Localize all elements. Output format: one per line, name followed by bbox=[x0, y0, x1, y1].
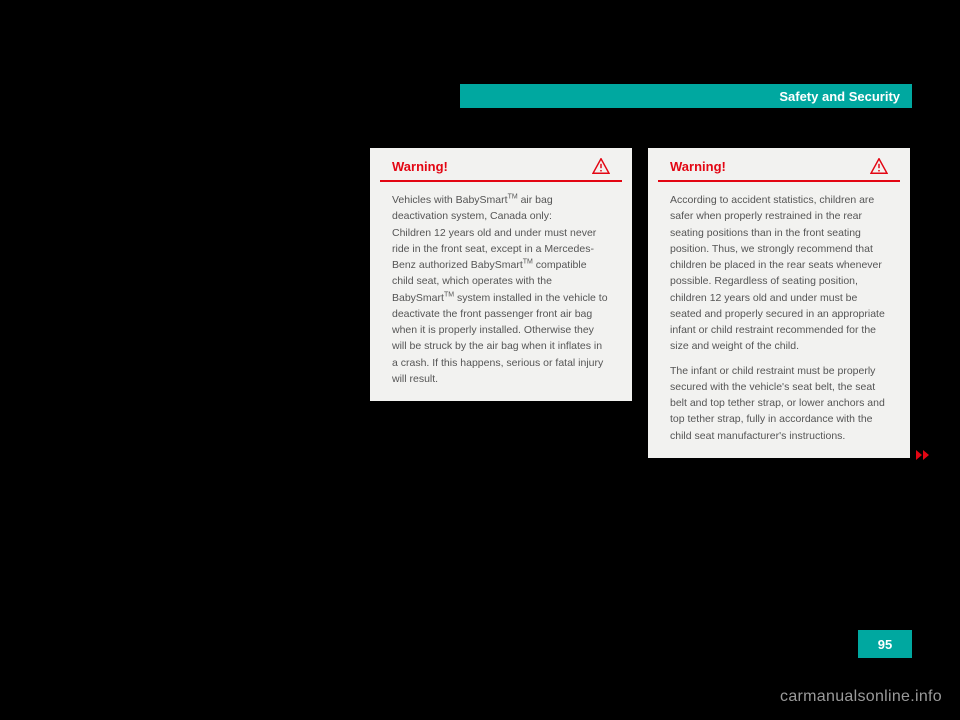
warning-box-left: Warning! Vehicles with BabySmartTM air b… bbox=[370, 148, 632, 401]
watermark: carmanualsonline.info bbox=[780, 688, 942, 706]
warning-para1: According to accident statistics, childr… bbox=[670, 192, 888, 355]
warning-header: Warning! bbox=[658, 148, 900, 182]
header-title: Safety and Security bbox=[779, 89, 900, 104]
continue-arrow-icon bbox=[916, 450, 934, 460]
warning-triangle-icon bbox=[870, 158, 888, 174]
warning-body-left: Vehicles with BabySmartTM air bag deacti… bbox=[370, 182, 632, 399]
page-number-box: 95 bbox=[858, 630, 912, 658]
warning-para2: The infant or child restraint must be pr… bbox=[670, 363, 888, 444]
warning-text: Vehicles with BabySmartTM air bag deacti… bbox=[392, 192, 610, 387]
warning-label: Warning! bbox=[670, 159, 726, 174]
warning-body-right: According to accident statistics, childr… bbox=[648, 182, 910, 456]
page-number: 95 bbox=[878, 637, 892, 652]
warning-label: Warning! bbox=[392, 159, 448, 174]
warning-triangle-icon bbox=[592, 158, 610, 174]
warning-header: Warning! bbox=[380, 148, 622, 182]
header-bar: Safety and Security bbox=[460, 84, 912, 108]
warning-box-right: Warning! According to accident statistic… bbox=[648, 148, 910, 458]
